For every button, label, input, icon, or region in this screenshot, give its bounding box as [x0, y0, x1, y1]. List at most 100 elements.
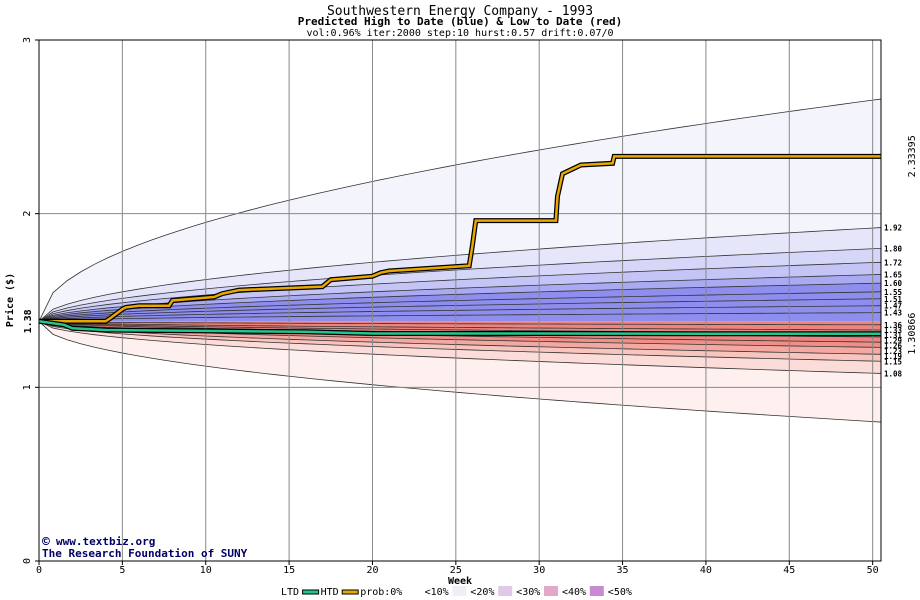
high-band: [39, 312, 881, 322]
org-credit: The Research Foundation of SUNY: [42, 547, 248, 560]
x-tick-label: 50: [867, 565, 879, 576]
quantile-line: [38, 320, 882, 355]
y-tick-label: 1: [22, 384, 33, 390]
high-band: [39, 274, 881, 322]
legend-swatch-40: [589, 586, 604, 596]
x-tick-label: 30: [533, 565, 545, 576]
low-band: [39, 321, 881, 374]
quantile-end-label: 1.29: [884, 336, 903, 345]
high-band: [39, 248, 881, 322]
legend-10-label: <10%: [425, 587, 449, 598]
quantile-line: [38, 320, 882, 331]
x-tick-label: 0: [36, 565, 42, 576]
quantile-line: [38, 298, 882, 322]
y-tick-label: 0: [22, 558, 33, 564]
quantile-end-label: 1.72: [884, 258, 902, 267]
quantile-end-label: 1.60: [884, 279, 903, 288]
credits: © www.textbiz.org The Research Foundatio…: [42, 535, 248, 560]
x-tick-label: 45: [783, 565, 795, 576]
high-band: [39, 262, 881, 322]
x-tick-label: 20: [366, 565, 378, 576]
quantile-end-label: 1.55: [884, 288, 902, 297]
quantile-line: [38, 312, 882, 322]
htd-end-label: 2.33395: [907, 135, 918, 177]
quantile-line: [38, 320, 882, 362]
quantile-line: [38, 248, 882, 322]
chart-params: vol:0.96% iter:2000 step:10 hurst:0.57 d…: [306, 28, 613, 39]
low-band: [39, 321, 881, 423]
legend-prob-label: prob:0%: [360, 587, 402, 598]
quantile-end-label: 1.15: [884, 357, 902, 366]
legend-swatch-10: [452, 586, 467, 596]
legend: LTD HTD prob:0% <10% <20% <30% <40% <50%: [281, 586, 632, 598]
low-band: [39, 321, 881, 362]
legend-ltd-swatch: [302, 589, 320, 595]
quantile-line: [38, 321, 882, 423]
high-band: [39, 227, 881, 322]
quantile-end-label: 1.31: [884, 331, 903, 340]
high-band: [39, 283, 881, 322]
quantile-end-label: 1.65: [884, 270, 902, 279]
y-tick-label: 3: [22, 37, 33, 43]
copyright-icon: ©: [42, 535, 50, 550]
legend-50-label: <50%: [608, 587, 632, 598]
x-axis-label: Week: [448, 576, 472, 587]
high-band: [39, 305, 881, 322]
x-tick-label: 25: [450, 565, 462, 576]
x-tick-label: 5: [119, 565, 125, 576]
quantile-end-label: 1.08: [884, 369, 903, 378]
axes: 0 5 10 15 20 25 30 35 40 45 50 0 1 2 3 1.38: [22, 37, 882, 576]
quantile-end-label: 1.19: [884, 352, 903, 361]
chart-subtitle: Predicted High to Date (blue) & Low to D…: [298, 15, 623, 28]
quantile-end-label: 1.33: [884, 326, 903, 335]
ltd-end-label: 1.30866: [907, 313, 918, 355]
legend-30-label: <30%: [516, 587, 540, 598]
low-band: [39, 321, 881, 334]
quantile-line: [38, 305, 882, 322]
quantile-line: [38, 261, 882, 322]
x-tick-label: 15: [283, 565, 295, 576]
quantile-end-label: 1.51: [884, 295, 903, 304]
quantile-end-label: 1.26: [884, 342, 903, 351]
x-tick-label: 10: [200, 565, 212, 576]
quantile-end-label: 1.23: [884, 347, 903, 356]
legend-20-label: <20%: [470, 587, 494, 598]
quantile-line: [38, 98, 882, 322]
quantile-end-label: 1.36: [884, 321, 903, 330]
legend-ltd-label: LTD: [281, 587, 299, 598]
legend-40-label: <40%: [562, 587, 586, 598]
chart-title: Southwestern Energy Company - 1993: [327, 4, 593, 19]
htd-line: [39, 155, 881, 323]
low-band: [39, 321, 881, 348]
quantile-end-label: 1.43: [884, 309, 903, 318]
legend-htd-label: HTD: [321, 587, 339, 598]
high-band: [39, 291, 881, 322]
site-credit: www.textbiz.org: [56, 535, 155, 548]
end-labels: 1.92 1.80 1.72 1.651.601.551.511.471.43 1.36…: [884, 135, 918, 378]
plot-frame: [38, 39, 882, 562]
quantile-end-label: 1.80: [884, 244, 903, 253]
series-lines: [38, 153, 881, 337]
y-tick-label: 2: [22, 211, 33, 217]
quantile-line: [38, 227, 882, 322]
quantile-line: [38, 282, 882, 322]
x-tick-label: 40: [700, 565, 712, 576]
quantile-line: [38, 320, 882, 374]
low-band: [39, 321, 881, 343]
legend-swatch-0: [406, 586, 421, 596]
legend-swatch-20: [498, 586, 513, 596]
legend-htd-swatch: [341, 589, 359, 595]
probability-bands: [38, 98, 882, 423]
quantile-line: [38, 291, 882, 322]
ltd-line: [38, 320, 881, 335]
legend-swatch-30: [544, 586, 558, 596]
quantile-end-label: 1.47: [884, 302, 902, 311]
start-price-label: 1.38: [23, 309, 34, 333]
low-band: [39, 321, 881, 325]
y-axis-label: Price ($): [4, 273, 16, 327]
low-band: [39, 321, 881, 355]
x-tick-label: 35: [617, 565, 629, 576]
quantile-line: [38, 320, 882, 326]
quantile-end-label: 1.92: [884, 224, 902, 233]
